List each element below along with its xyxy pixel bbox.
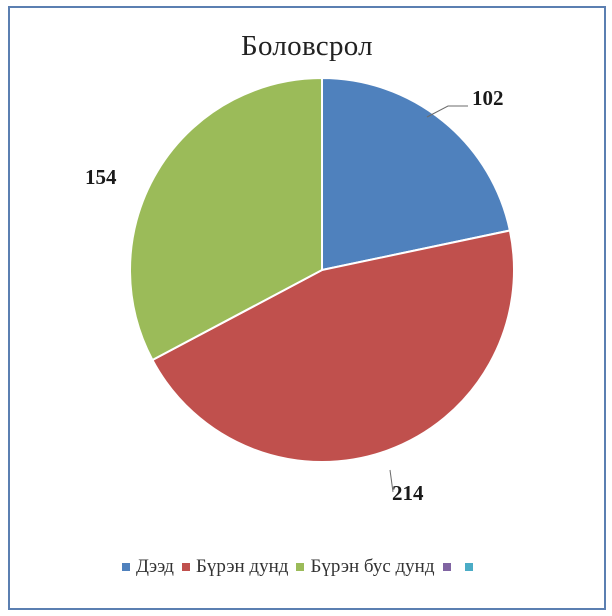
pie-slice-1 <box>321 76 512 272</box>
chart-legend: Дээд Бүрэн дунд Бүрэн бус дунд <box>122 556 487 578</box>
legend-label-2: Бүрэн дунд <box>195 556 289 577</box>
legend-swatch-2 <box>181 563 190 571</box>
legend-swatch-3 <box>296 563 305 571</box>
chart-title: Боловсрол <box>241 30 373 62</box>
legend-swatch-1 <box>122 563 130 571</box>
legend-item-4 <box>442 563 457 571</box>
legend-item-2: Бүрэн дунд <box>181 556 289 578</box>
legend-label-1: Дээд <box>136 556 174 577</box>
data-label-2: 214 <box>392 481 424 505</box>
data-label-1: 102 <box>472 86 504 110</box>
legend-item-3: Бүрэн бус дунд <box>296 556 435 578</box>
legend-item-1: Дээд <box>122 556 174 578</box>
pie-chart: 102 214 154 <box>85 76 515 505</box>
legend-swatch-4 <box>442 563 451 571</box>
data-label-3: 154 <box>85 165 117 189</box>
pie-slice-3 <box>129 76 323 362</box>
legend-swatch-5 <box>464 563 473 571</box>
chart-frame: Боловсрол 102 214 154 Дээд Бүрэн дунд Бүрэн … <box>8 6 606 610</box>
pie-slice-2 <box>151 229 515 463</box>
legend-label-3: Бүрэн бус дунд <box>310 556 435 577</box>
leader-line-1 <box>426 105 468 118</box>
leader-line-2 <box>389 469 394 493</box>
legend-item-5 <box>464 563 479 571</box>
